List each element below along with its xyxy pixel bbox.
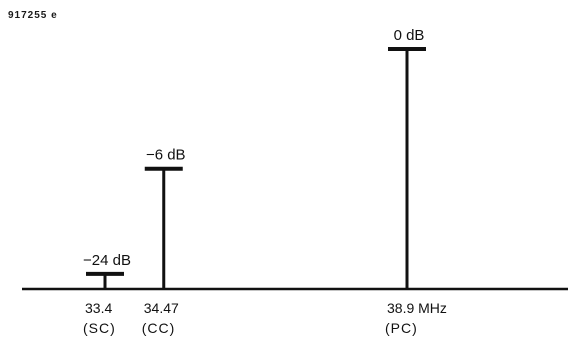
level-label-sc: −24 dB [83, 252, 131, 269]
level-label-cc: −6 dB [146, 147, 186, 164]
tick-label-cc: 34.47 [144, 300, 179, 316]
level-label-pc: 0 dB [394, 27, 425, 44]
carrier-label-pc: (PC) [385, 320, 418, 336]
carrier-label-cc: (CC) [142, 320, 176, 336]
tick-label-pc: 38.9 MHz [387, 300, 447, 316]
figure-id: 917255 e [8, 10, 58, 21]
carrier-label-sc: (SC) [83, 320, 116, 336]
tick-label-sc: 33.4 [85, 300, 112, 316]
